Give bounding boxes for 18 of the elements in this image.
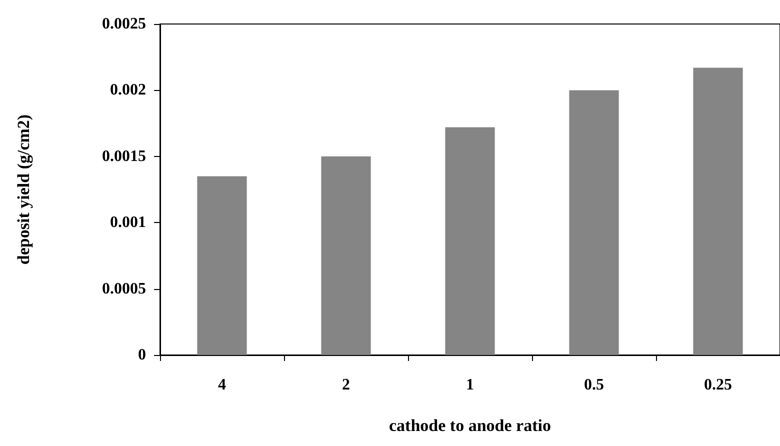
y-tick-label: 0.002 [110, 82, 146, 99]
x-tick-label: 2 [342, 376, 350, 394]
bar [321, 156, 371, 355]
y-tick-label: 0.0015 [102, 148, 146, 165]
x-tick-label: 0.5 [584, 376, 604, 394]
x-tick-label: 0.25 [704, 376, 732, 394]
bar [445, 127, 495, 355]
y-axis-title: deposit yield (g/cm2) [14, 114, 33, 265]
y-tick-label: 0.0025 [102, 16, 146, 32]
y-tick-label: 0.0005 [102, 280, 146, 298]
bar [197, 176, 247, 355]
bar [569, 90, 619, 355]
x-tick-label: 4 [218, 376, 226, 394]
bar [693, 68, 743, 355]
x-axis-title: cathode to anode ratio [389, 416, 551, 435]
y-tick-label: 0.001 [110, 214, 146, 232]
x-tick-label: 1 [466, 376, 474, 394]
y-tick-label: 0 [138, 346, 146, 364]
